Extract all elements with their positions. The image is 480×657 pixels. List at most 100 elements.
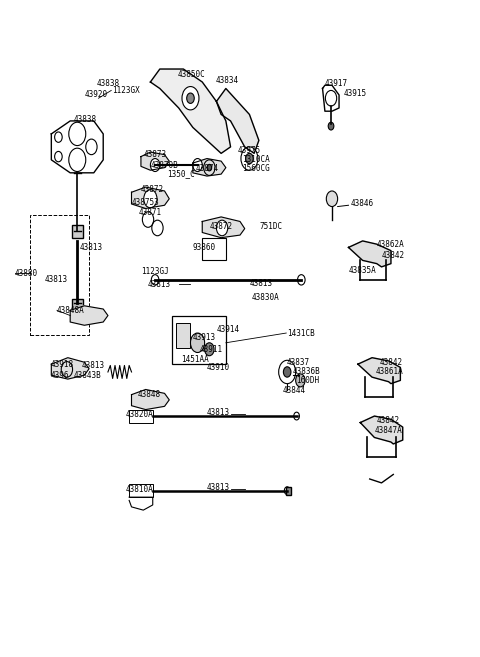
Bar	[129, 409, 153, 422]
Text: 43870B: 43870B	[150, 160, 178, 170]
Circle shape	[241, 147, 258, 170]
Circle shape	[325, 91, 336, 106]
Text: 43834: 43834	[216, 76, 239, 85]
Bar	[286, 487, 291, 495]
Text: 43813: 43813	[250, 279, 273, 288]
Polygon shape	[141, 152, 169, 170]
Circle shape	[216, 220, 228, 236]
Text: 43813: 43813	[82, 361, 105, 370]
Text: 43813: 43813	[80, 243, 103, 252]
Text: 43842: 43842	[377, 416, 400, 425]
Text: 160DH: 160DH	[297, 376, 320, 385]
Text: 43837: 43837	[286, 357, 309, 367]
Text: 1310CA: 1310CA	[242, 155, 270, 164]
Polygon shape	[150, 69, 230, 153]
Text: 43914: 43914	[216, 325, 240, 334]
Circle shape	[187, 93, 194, 103]
Text: 43880: 43880	[14, 269, 37, 278]
Text: 1123GJ: 1123GJ	[141, 267, 168, 276]
Text: 43913: 43913	[193, 333, 216, 342]
Text: 43975: 43975	[238, 146, 261, 154]
Bar	[172, 315, 226, 364]
Circle shape	[279, 360, 296, 384]
Text: 43848A: 43848A	[57, 306, 85, 315]
Text: 751DC: 751DC	[260, 222, 283, 231]
Text: 4396: 4396	[50, 371, 69, 380]
Text: 1451AA: 1451AA	[181, 355, 209, 364]
Text: 43846: 43846	[351, 199, 374, 208]
Text: 43810A: 43810A	[126, 485, 154, 494]
Polygon shape	[132, 187, 169, 208]
Text: 43836B: 43836B	[292, 367, 320, 376]
Polygon shape	[360, 416, 403, 444]
Text: 43872: 43872	[141, 185, 164, 194]
Polygon shape	[132, 390, 169, 409]
Circle shape	[69, 148, 86, 171]
Text: 43871: 43871	[139, 208, 162, 217]
Circle shape	[284, 487, 290, 495]
Text: 43874: 43874	[195, 164, 218, 173]
Circle shape	[204, 343, 214, 355]
Bar	[202, 238, 226, 260]
Circle shape	[182, 87, 199, 110]
Bar	[72, 300, 84, 309]
Text: 43861A: 43861A	[375, 367, 403, 376]
Text: 1123GX: 1123GX	[112, 86, 140, 95]
Circle shape	[246, 153, 253, 164]
Text: 43838: 43838	[96, 79, 119, 88]
Circle shape	[150, 158, 160, 171]
Circle shape	[86, 139, 97, 154]
Text: 43847A: 43847A	[374, 426, 402, 435]
Circle shape	[326, 191, 337, 206]
Text: 43813: 43813	[207, 483, 230, 492]
Circle shape	[296, 374, 305, 387]
Text: 1431CB: 1431CB	[287, 328, 315, 338]
Text: 43915: 43915	[344, 89, 367, 98]
Circle shape	[151, 275, 159, 285]
Text: 43813: 43813	[148, 280, 171, 289]
Text: 43813: 43813	[207, 409, 230, 417]
Bar	[30, 215, 89, 335]
Circle shape	[328, 122, 334, 130]
Polygon shape	[193, 158, 226, 176]
Polygon shape	[51, 357, 89, 379]
Polygon shape	[348, 241, 391, 267]
Text: 43843B: 43843B	[74, 371, 102, 380]
Text: 438753: 438753	[132, 198, 159, 206]
Bar	[129, 484, 153, 497]
Text: 43862A: 43862A	[377, 240, 405, 248]
Text: 1350_C: 1350_C	[167, 170, 195, 179]
Polygon shape	[202, 217, 245, 238]
Circle shape	[193, 158, 202, 171]
Text: 43842: 43842	[382, 252, 405, 260]
Polygon shape	[216, 89, 259, 153]
Circle shape	[69, 122, 86, 146]
Text: 43842: 43842	[379, 357, 402, 367]
Circle shape	[191, 333, 204, 353]
Circle shape	[298, 275, 305, 285]
Text: 43820A: 43820A	[126, 409, 154, 419]
Text: 93860: 93860	[193, 243, 216, 252]
Text: 43910: 43910	[207, 363, 230, 372]
Text: 43918: 43918	[50, 359, 73, 369]
Circle shape	[294, 412, 300, 420]
Text: 43844: 43844	[282, 386, 306, 395]
Text: 43920: 43920	[84, 91, 108, 99]
Text: 43872: 43872	[209, 221, 232, 231]
Text: 43835A: 43835A	[348, 265, 376, 275]
Polygon shape	[358, 357, 400, 384]
Text: 43917: 43917	[325, 79, 348, 88]
Text: 43848: 43848	[138, 390, 161, 399]
Text: 43873: 43873	[144, 150, 167, 159]
Text: 43838: 43838	[74, 115, 97, 124]
Text: 1560CG: 1560CG	[242, 164, 270, 173]
Circle shape	[144, 190, 157, 208]
Circle shape	[283, 367, 291, 377]
Text: 43850C: 43850C	[178, 70, 205, 79]
Text: 43911: 43911	[200, 346, 223, 354]
Circle shape	[207, 164, 212, 171]
Bar	[176, 323, 190, 348]
Polygon shape	[70, 306, 108, 325]
Text: 43830A: 43830A	[252, 293, 279, 302]
Bar	[72, 225, 84, 238]
